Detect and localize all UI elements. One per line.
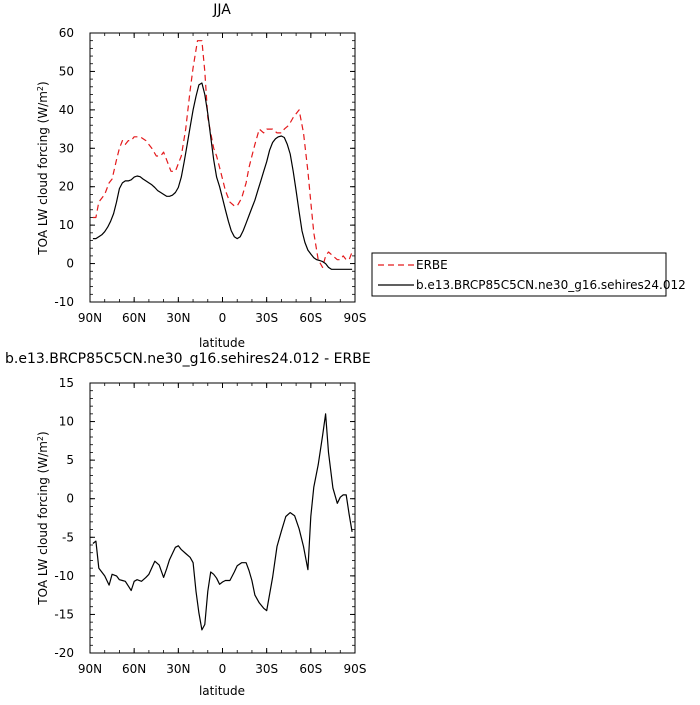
bottom-x-axis: 90N 60N 30N 0 30S 60S 90S	[78, 383, 367, 676]
bottom-y-tick-label: -20	[54, 646, 74, 660]
bottom-y-axis-label: TOA LW cloud forcing (W/m2)	[36, 431, 50, 605]
bottom-x-tick-label: 30N	[166, 662, 190, 676]
legend-erbe-label: ERBE	[416, 258, 448, 272]
bottom-x-tick-label: 0	[219, 662, 227, 676]
bottom-x-axis-label: latitude	[199, 684, 245, 698]
top-y-tick-label: 50	[59, 64, 74, 78]
top-y-axis: 60 50 40 30 20 10 0 -10	[54, 26, 355, 309]
top-series-line-model	[92, 82, 353, 270]
bottom-panel: b.e13.BRCP85C5CN.ne30_g16.sehires24.012 …	[5, 351, 371, 698]
bottom-x-tick-label: 90S	[344, 662, 367, 676]
bottom-plot-frame	[89, 382, 356, 654]
top-y-tick-label: 0	[66, 257, 74, 271]
top-x-tick-label: 30S	[255, 311, 278, 325]
top-panel: JJA 60 50 40 30 20 10 0 -10 90N 60N 30N 0 30S 60S 90S…	[36, 2, 686, 350]
top-x-tick-label: 30N	[166, 311, 190, 325]
top-y-axis-label: TOA LW cloud forcing (W/m2)	[36, 81, 50, 255]
top-series-line-erbe	[92, 40, 353, 268]
bottom-chart-title: b.e13.BRCP85C5CN.ne30_g16.sehires24.012 …	[5, 351, 371, 367]
bottom-y-tick-label: -10	[54, 569, 74, 583]
bottom-y-tick-label: -15	[54, 607, 74, 621]
legend-model-label: b.e13.BRCP85C5CN.ne30_g16.sehires24.012	[416, 278, 686, 292]
top-x-tick-label: 60S	[299, 311, 322, 325]
bottom-series-line-difference	[92, 413, 353, 631]
top-series-group	[92, 40, 353, 270]
bottom-x-tick-label: 30S	[255, 662, 278, 676]
bottom-x-tick-label: 60N	[122, 662, 146, 676]
top-x-tick-label: 60N	[122, 311, 146, 325]
top-y-tick-label: 60	[59, 26, 74, 40]
bottom-y-tick-label: 0	[66, 492, 74, 506]
top-plot-frame	[89, 32, 356, 303]
legend: ERBE b.e13.BRCP85C5CN.ne30_g16.sehires24…	[371, 252, 686, 297]
top-y-tick-label: -10	[54, 295, 74, 309]
bottom-series-group	[92, 413, 353, 631]
bottom-y-tick-label: 15	[59, 376, 74, 390]
bottom-y-axis: 15 10 5 0 -5 -10 -15 -20	[54, 376, 355, 660]
bottom-y-tick-label: 5	[66, 453, 74, 467]
top-x-tick-label: 90N	[78, 311, 102, 325]
top-x-axis: 90N 60N 30N 0 30S 60S 90S	[78, 33, 367, 325]
bottom-x-tick-label: 90N	[78, 662, 102, 676]
top-y-tick-label: 40	[59, 103, 74, 117]
top-x-tick-label: 0	[219, 311, 227, 325]
bottom-y-tick-label: 10	[59, 415, 74, 429]
top-x-tick-label: 90S	[344, 311, 367, 325]
top-y-tick-label: 20	[59, 180, 74, 194]
top-y-tick-label: 10	[59, 218, 74, 232]
bottom-x-tick-label: 60S	[299, 662, 322, 676]
top-chart-title: JJA	[212, 2, 231, 18]
top-y-tick-label: 30	[59, 141, 74, 155]
bottom-y-tick-label: -5	[62, 530, 74, 544]
legend-box	[371, 252, 667, 297]
top-x-axis-label: latitude	[199, 336, 245, 350]
